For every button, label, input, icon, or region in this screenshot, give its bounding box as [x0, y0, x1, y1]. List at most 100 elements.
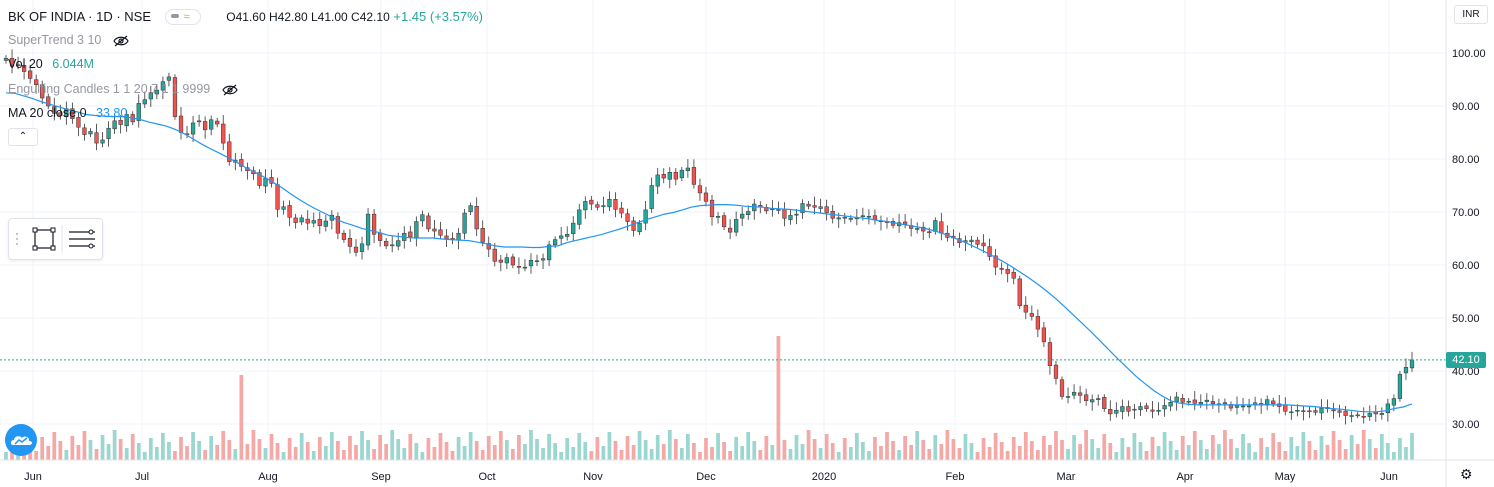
candle-body	[800, 203, 805, 214]
candle-body	[528, 259, 534, 267]
volume-bar	[366, 440, 370, 460]
volume-bar	[1265, 447, 1270, 460]
candle-body	[1409, 359, 1415, 369]
volume-bar	[794, 435, 799, 460]
candle-body	[559, 235, 564, 239]
candle-body	[1265, 399, 1270, 405]
time-tick-label: Oct	[478, 471, 495, 483]
indicator-supertrend[interactable]: SuperTrend 3 10	[8, 31, 129, 49]
last-price-tag: 42.10	[1446, 352, 1486, 368]
candle-body	[1005, 268, 1010, 274]
volume-bar	[46, 446, 51, 460]
volume-bar	[323, 446, 328, 460]
volume-bar	[619, 450, 624, 460]
horizontal-lines-icon	[69, 229, 95, 249]
candle-body	[444, 235, 449, 240]
price-tick-label: 70.00	[1452, 207, 1480, 219]
volume-bar	[824, 434, 829, 460]
volume-bar	[480, 450, 485, 460]
candle-body	[15, 64, 21, 66]
volume-bar	[167, 442, 171, 460]
volume-bar	[559, 452, 564, 460]
candle-body	[9, 58, 15, 67]
indicator-value: 33.80	[96, 106, 128, 120]
volume-bar	[1204, 449, 1209, 460]
volume-bar	[348, 436, 352, 460]
candle-body	[1059, 379, 1065, 397]
candle-body	[685, 167, 691, 172]
candle-body	[112, 120, 117, 130]
volume-bar	[263, 448, 268, 460]
candle-body	[752, 203, 757, 212]
candle-body	[353, 246, 359, 253]
volume-bar	[1223, 430, 1227, 460]
indicator-engulfing[interactable]: Engulfing Candles 1 1 20 7 1 1 9999	[8, 80, 238, 98]
candle-body	[257, 172, 262, 186]
volume-bar	[728, 451, 732, 460]
candle-body	[1114, 409, 1119, 414]
candle-body	[637, 222, 642, 233]
volume-bar	[1102, 434, 1107, 460]
volume-bar	[836, 452, 841, 460]
drawing-toolbox[interactable]	[8, 218, 103, 260]
time-tick-label: Mar	[1057, 471, 1076, 483]
volume-bar	[94, 449, 99, 460]
symbol-legend: BK OF INDIA · 1D · NSE ≈ O41.60 H42.80 L…	[8, 8, 483, 26]
candle-body	[933, 220, 938, 232]
collapse-legend-button[interactable]: ⌃	[8, 128, 38, 146]
candle-body	[1337, 410, 1342, 413]
volume-bar	[474, 441, 479, 460]
candle-body	[1295, 409, 1300, 412]
volume-bar	[716, 433, 720, 460]
volume-bar	[686, 434, 690, 460]
volume-bar	[444, 442, 449, 460]
chart-style-pill[interactable]: ≈	[164, 8, 201, 25]
volume-bar	[553, 443, 557, 460]
candle-body	[341, 232, 347, 240]
indicator-ma[interactable]: MA 20 close 0 33.80	[8, 104, 127, 122]
volume-bar	[939, 444, 944, 460]
tradingview-cloud-icon[interactable]	[5, 424, 37, 456]
volume-bar	[336, 441, 340, 460]
candle-body	[1192, 399, 1197, 404]
currency-label[interactable]: INR	[1454, 5, 1488, 24]
candle-body	[782, 208, 787, 219]
candle-body	[305, 218, 310, 224]
price-change: +1.45 (+3.57%)	[393, 9, 483, 24]
indicator-volume[interactable]: Vol 20 6.044M	[8, 55, 94, 73]
candle-body	[21, 65, 27, 72]
volume-bar	[1138, 442, 1143, 460]
candle-body	[1047, 342, 1053, 366]
eye-off-icon[interactable]	[113, 35, 129, 47]
candle-body	[311, 220, 316, 224]
volume-bar	[1235, 448, 1239, 460]
price-tick-label: 60.00	[1452, 260, 1480, 272]
volume-bar	[191, 432, 195, 460]
volume-bar	[1126, 447, 1131, 460]
volume-bar	[945, 430, 950, 460]
eye-off-icon[interactable]	[222, 84, 238, 96]
volume-bar	[1054, 431, 1058, 460]
candle-body	[721, 215, 727, 228]
volume-bar	[1096, 448, 1101, 460]
volume-bar	[498, 431, 503, 460]
volume-bar	[118, 439, 123, 460]
volume-bar	[963, 434, 968, 460]
candle-body	[727, 227, 733, 233]
volume-bar	[643, 440, 648, 460]
candle-body	[836, 217, 841, 220]
volume-bar	[1042, 436, 1046, 460]
candle-body	[456, 232, 461, 241]
gear-icon[interactable]: ⚙	[1460, 466, 1473, 482]
candle-body	[1283, 404, 1288, 412]
candle-body	[492, 248, 497, 262]
volume-bar	[414, 443, 419, 460]
volume-bar	[245, 444, 250, 460]
volume-bar	[1005, 451, 1010, 460]
candle-body	[58, 112, 63, 116]
candle-body	[1053, 364, 1059, 379]
candle-body	[426, 215, 431, 230]
candle-body	[981, 242, 986, 247]
time-tick-label: May	[1275, 471, 1296, 483]
